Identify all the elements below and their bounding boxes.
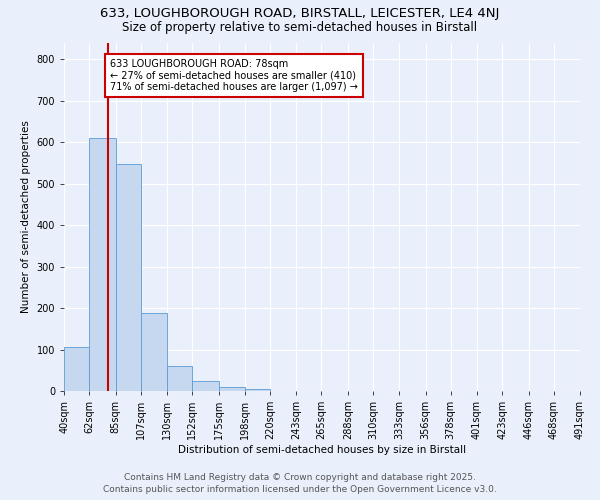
Bar [64,346,89,391]
Bar [89,138,116,391]
Bar [192,380,218,391]
Bar [218,387,245,391]
Y-axis label: Number of semi-detached properties: Number of semi-detached properties [21,120,31,313]
Bar [141,314,167,391]
Text: 633, LOUGHBOROUGH ROAD, BIRSTALL, LEICESTER, LE4 4NJ: 633, LOUGHBOROUGH ROAD, BIRSTALL, LEICES… [100,8,500,20]
Bar [116,164,141,391]
Text: Size of property relative to semi-detached houses in Birstall: Size of property relative to semi-detach… [122,21,478,34]
X-axis label: Distribution of semi-detached houses by size in Birstall: Distribution of semi-detached houses by … [178,445,466,455]
Text: Contains HM Land Registry data © Crown copyright and database right 2025.
Contai: Contains HM Land Registry data © Crown c… [103,472,497,494]
Text: 633 LOUGHBOROUGH ROAD: 78sqm
← 27% of semi-detached houses are smaller (410)
71%: 633 LOUGHBOROUGH ROAD: 78sqm ← 27% of se… [110,59,358,92]
Bar [245,389,270,391]
Bar [167,366,192,391]
